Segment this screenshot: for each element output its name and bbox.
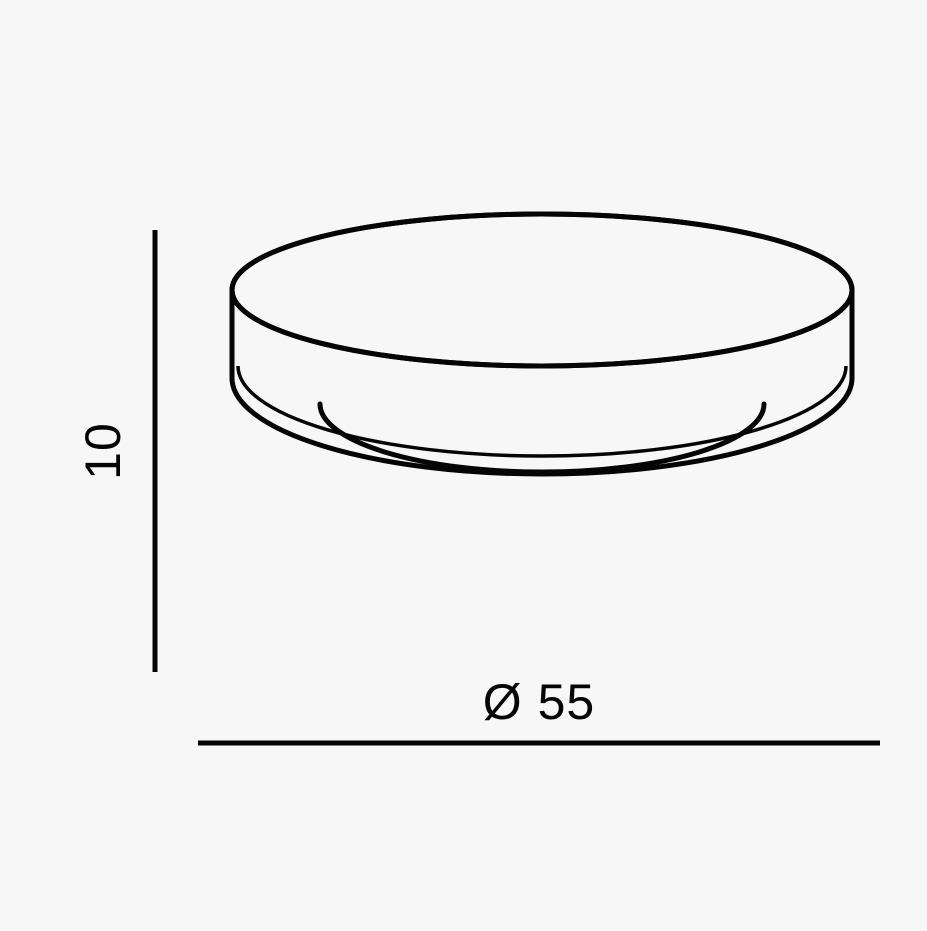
diameter-dimension-label: Ø 55 [483,674,595,730]
height-dimension-label: 10 [75,422,131,480]
dimension-lines [155,230,880,743]
drawing-svg: 10 Ø 55 [0,0,927,931]
technical-drawing: 10 Ø 55 [0,0,927,931]
ring-shape [232,214,852,474]
